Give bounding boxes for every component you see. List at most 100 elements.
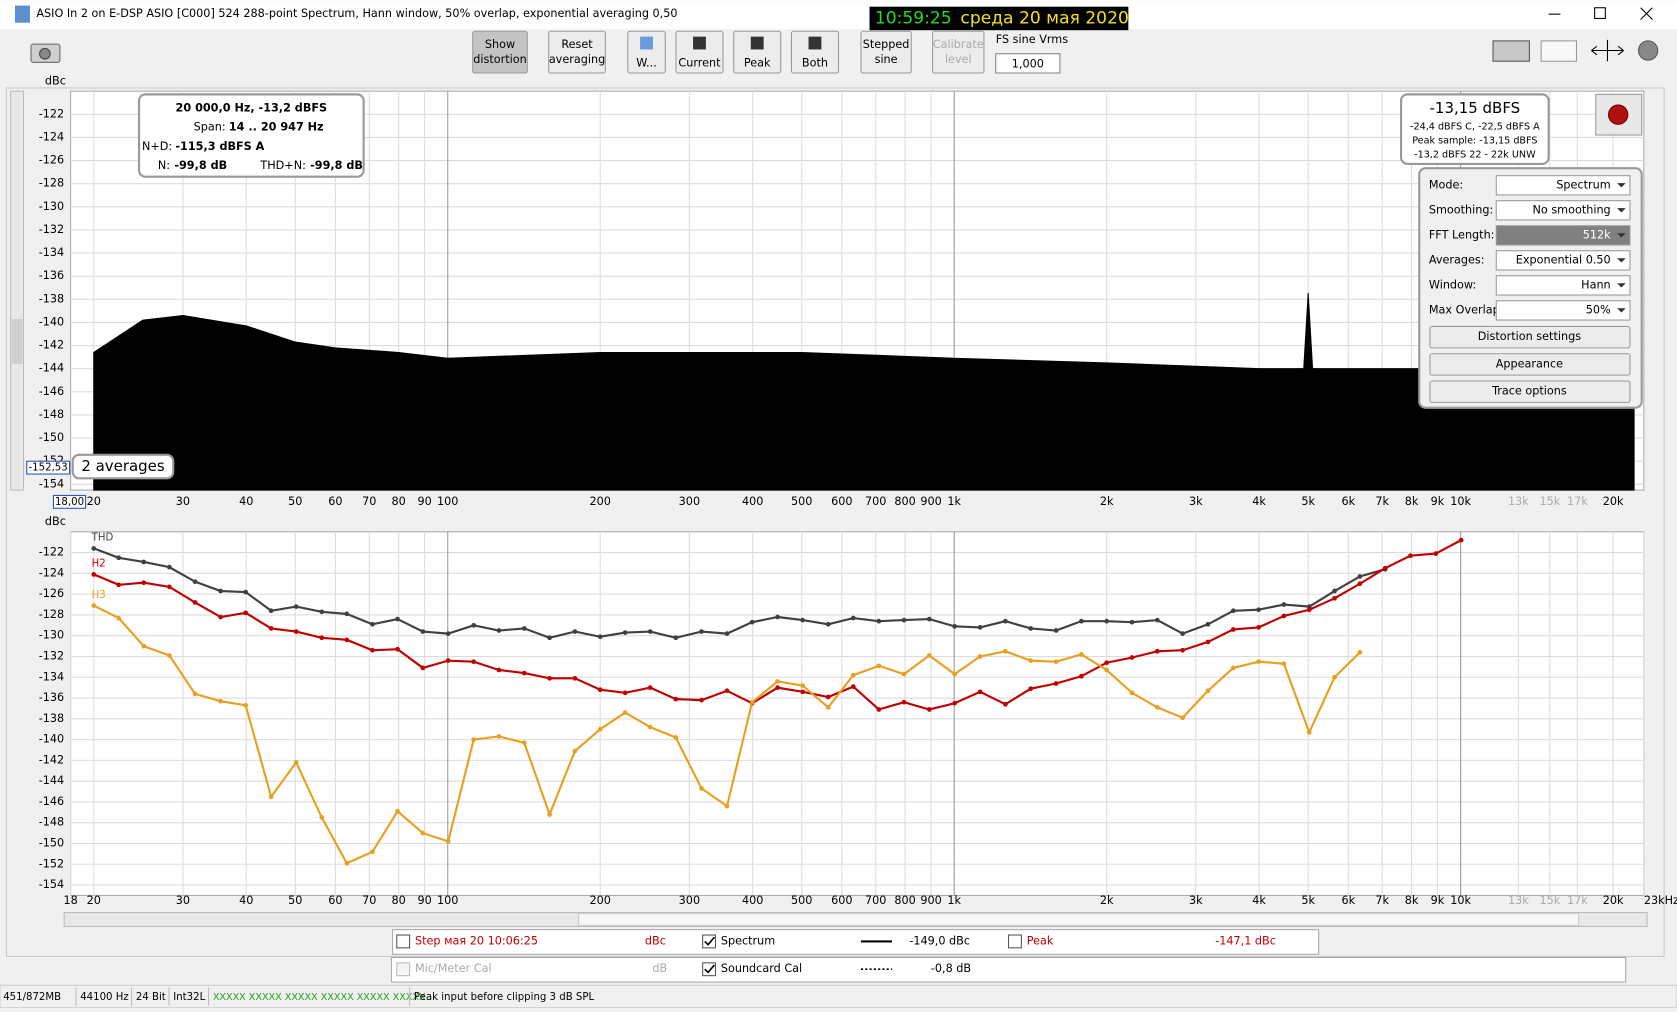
button-icon: [693, 36, 706, 50]
series-point: [800, 689, 805, 695]
series-point: [91, 572, 97, 577]
screenshot-button[interactable]: [30, 43, 61, 63]
series-point: [370, 621, 375, 627]
toolbar-button[interactable]: [548, 30, 606, 74]
x-tick-label: 100: [437, 894, 458, 907]
button-label: Show: [485, 38, 515, 51]
y-tick-label: -148: [39, 816, 64, 829]
button-label: Stepped: [863, 38, 910, 51]
zoom-button[interactable]: [1591, 39, 1624, 62]
x-tick-label: 500: [791, 495, 812, 508]
dropdown[interactable]: [1495, 300, 1631, 321]
dropdown[interactable]: [1495, 225, 1631, 246]
y-tick-label: -130: [39, 200, 64, 213]
averages-box: [71, 453, 175, 480]
clock-box: [869, 6, 1129, 31]
split-button[interactable]: [1540, 40, 1578, 62]
dropdown[interactable]: [1495, 275, 1631, 296]
settings-button[interactable]: [1429, 325, 1631, 349]
checkbox[interactable]: [1008, 934, 1022, 949]
checkbox[interactable]: [702, 934, 717, 949]
series-point: [547, 812, 552, 817]
series-point: [166, 564, 172, 570]
x-tick-label: 900: [920, 495, 941, 508]
x-tick-label: 400: [742, 894, 763, 907]
x-tick-label: 800: [894, 894, 915, 907]
y-tick-label: -130: [39, 629, 64, 642]
toolbar-button[interactable]: [675, 30, 724, 74]
dropdown[interactable]: [1495, 250, 1631, 271]
status-item: Int32L: [173, 992, 205, 1003]
y-tick-label: -122: [39, 107, 64, 120]
series-point: [116, 582, 122, 588]
check-mark: [704, 964, 716, 974]
series-point: [370, 849, 375, 855]
toolbar-button[interactable]: [860, 30, 912, 74]
series-point: [395, 808, 400, 814]
toolbar-button[interactable]: [627, 30, 666, 74]
checkbox[interactable]: [396, 962, 411, 977]
x-tick-label: 6k: [1341, 894, 1355, 907]
series-point: [597, 634, 603, 640]
series-point: [673, 635, 679, 641]
x-tick-label: 1k: [947, 894, 961, 907]
series-point: [420, 665, 426, 671]
series-point: [471, 622, 477, 628]
series-point: [724, 631, 730, 636]
y-tick-label: -140: [39, 733, 64, 746]
series-point: [268, 794, 274, 800]
dropdown[interactable]: [1495, 175, 1631, 196]
status-item: 44100 Hz: [80, 992, 129, 1003]
series-point: [1458, 537, 1464, 543]
x-tick-label: 600: [831, 894, 852, 907]
series-point: [850, 672, 856, 678]
close-button[interactable]: [1640, 7, 1653, 20]
fs-value: 1,000: [1012, 57, 1044, 70]
series-point: [116, 615, 122, 621]
layout-button[interactable]: [1492, 40, 1530, 62]
record-button[interactable]: [1595, 93, 1643, 136]
y-tick-label: -126: [39, 154, 64, 167]
toolbar-button[interactable]: [932, 30, 985, 74]
y-tick-label: -146: [39, 795, 64, 808]
settings-button[interactable]: [1429, 353, 1631, 376]
button-label: Current: [678, 56, 721, 69]
vertical-scrollbar[interactable]: [10, 90, 25, 491]
x-tick-label: 4k: [1252, 894, 1266, 907]
legend-value: -149,0 dBc: [909, 934, 970, 947]
series-point: [218, 614, 223, 620]
series-point: [1357, 574, 1363, 579]
series-point: [775, 685, 780, 691]
series-point: [1053, 681, 1059, 686]
series-point: [116, 555, 122, 561]
series-point: [1003, 618, 1008, 624]
series-point: [876, 618, 882, 624]
dropdown[interactable]: [1495, 200, 1631, 221]
scroll-thumb[interactable]: [11, 318, 23, 364]
settings-button[interactable]: [1429, 380, 1631, 403]
level-line: -13,2 dBFS 22 - 22k UNW: [1414, 149, 1536, 160]
series-point: [572, 748, 578, 754]
button-icon: [808, 36, 822, 50]
toolbar-button[interactable]: [733, 30, 782, 74]
x-tick-label: 13k: [1508, 495, 1529, 508]
x-tick-label: 200: [589, 495, 610, 508]
settings-gear[interactable]: [1637, 40, 1659, 61]
checkbox[interactable]: [702, 962, 717, 977]
series-point: [1180, 631, 1185, 636]
h-scroll-thumb[interactable]: [578, 913, 1580, 926]
status-item: XXXXX XXXXX XXXXX XXXXX XXXXX XXXXX: [213, 992, 426, 1003]
dropdown-arrow: [1617, 308, 1626, 313]
x-tick-label: 17k: [1567, 495, 1588, 508]
fs-input[interactable]: [995, 53, 1061, 74]
series-point: [1332, 674, 1337, 680]
legend-label: Spectrum: [721, 934, 775, 947]
maximize-button[interactable]: [1594, 7, 1606, 19]
toolbar-button[interactable]: [790, 30, 840, 74]
series-point: [1281, 613, 1287, 619]
x-tick-label: 800: [894, 495, 915, 508]
checkbox[interactable]: [396, 934, 411, 949]
x-start-box: [52, 494, 87, 509]
series-point: [1332, 595, 1337, 601]
toolbar-button[interactable]: [472, 30, 528, 74]
